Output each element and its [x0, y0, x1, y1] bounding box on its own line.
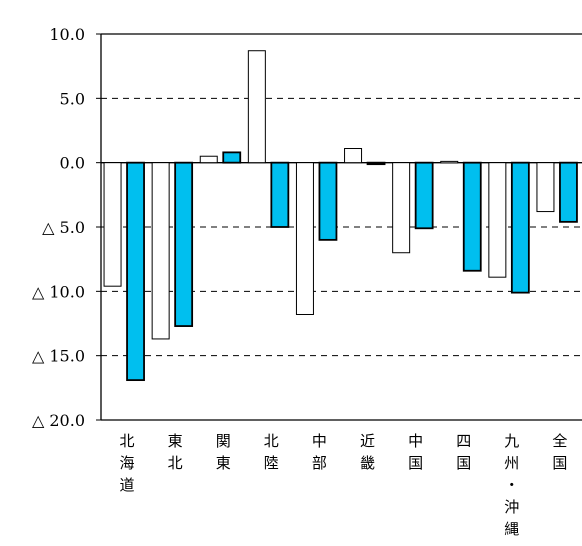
x-tick-char: 陸: [264, 454, 279, 472]
labels-layer: 10.05.00.0△ 5.0△ 10.0△ 15.0△ 20.0北海道東北関東…: [32, 25, 567, 538]
bar-series-2-8: [510, 161, 530, 294]
x-tick-label: 四国: [456, 432, 471, 472]
bar-series-1-4: [295, 162, 314, 315]
x-tick-label: 中部: [312, 432, 327, 472]
x-tick-char: 近: [360, 432, 375, 450]
y-tick-label: △ 20.0: [32, 411, 85, 430]
x-tick-char: 全: [552, 432, 567, 450]
bar-series-1-2: [199, 155, 218, 164]
x-tick-label: 東北: [168, 432, 183, 472]
bar-series-2-5: [366, 161, 386, 166]
bar-series-2-3: [270, 161, 290, 228]
bar-series-1-0: [103, 162, 122, 287]
x-tick-char: 畿: [360, 454, 375, 472]
x-tick-char: ・: [504, 476, 519, 494]
x-tick-label: 関東: [216, 432, 231, 472]
bar-series-2-4: [318, 161, 338, 241]
x-tick-char: 海: [119, 454, 134, 472]
x-tick-label: 北海道: [119, 432, 134, 494]
bar-series-1-8: [488, 162, 507, 278]
x-tick-char: 国: [456, 454, 471, 472]
bars-layer: [103, 50, 578, 382]
x-tick-label: 近畿: [360, 432, 375, 472]
y-tick-label: 0.0: [60, 154, 85, 173]
grid-layer: [101, 33, 582, 421]
x-tick-char: 中: [408, 432, 423, 450]
x-tick-char: 沖: [504, 498, 519, 516]
x-tick-label: 北陸: [264, 432, 279, 472]
x-tick-char: 部: [312, 454, 327, 472]
y-tick-label: △ 10.0: [32, 282, 85, 301]
bar-series-1-1: [151, 162, 170, 340]
axes-layer: [96, 33, 582, 421]
x-tick-char: 東: [216, 454, 231, 472]
y-tick-label: △ 15.0: [32, 347, 85, 366]
bar-series-2-0: [126, 161, 145, 382]
bar-series-2-7: [462, 161, 482, 272]
bar-series-1-5: [344, 148, 363, 164]
x-tick-char: 四: [456, 432, 471, 450]
bar-series-1-6: [392, 162, 411, 254]
bar-series-1-9: [536, 162, 555, 213]
x-tick-char: 中: [312, 432, 327, 450]
bar-series-2-1: [174, 161, 194, 327]
x-tick-char: 九: [504, 432, 519, 450]
y-tick-label: 10.0: [49, 25, 85, 44]
x-tick-char: 道: [119, 476, 134, 494]
x-tick-char: 国: [552, 454, 567, 472]
x-tick-char: 北: [264, 432, 279, 450]
bar-series-2-2: [222, 151, 242, 164]
x-tick-label: 九州・沖縄: [504, 432, 519, 538]
x-tick-char: 州: [504, 454, 519, 472]
x-tick-char: 北: [119, 432, 134, 450]
x-tick-char: 北: [168, 454, 183, 472]
bar-series-1-3: [247, 50, 266, 164]
y-tick-label: △ 5.0: [42, 218, 85, 237]
bar-series-1-7: [440, 160, 459, 164]
x-tick-label: 全国: [552, 432, 567, 472]
y-tick-label: 5.0: [60, 89, 85, 108]
x-tick-char: 縄: [504, 520, 519, 538]
x-tick-label: 中国: [408, 432, 423, 472]
x-tick-char: 国: [408, 454, 423, 472]
x-tick-char: 東: [168, 432, 183, 450]
bar-series-2-9: [559, 161, 578, 223]
x-tick-char: 関: [216, 432, 231, 450]
bar-series-2-6: [414, 161, 434, 230]
